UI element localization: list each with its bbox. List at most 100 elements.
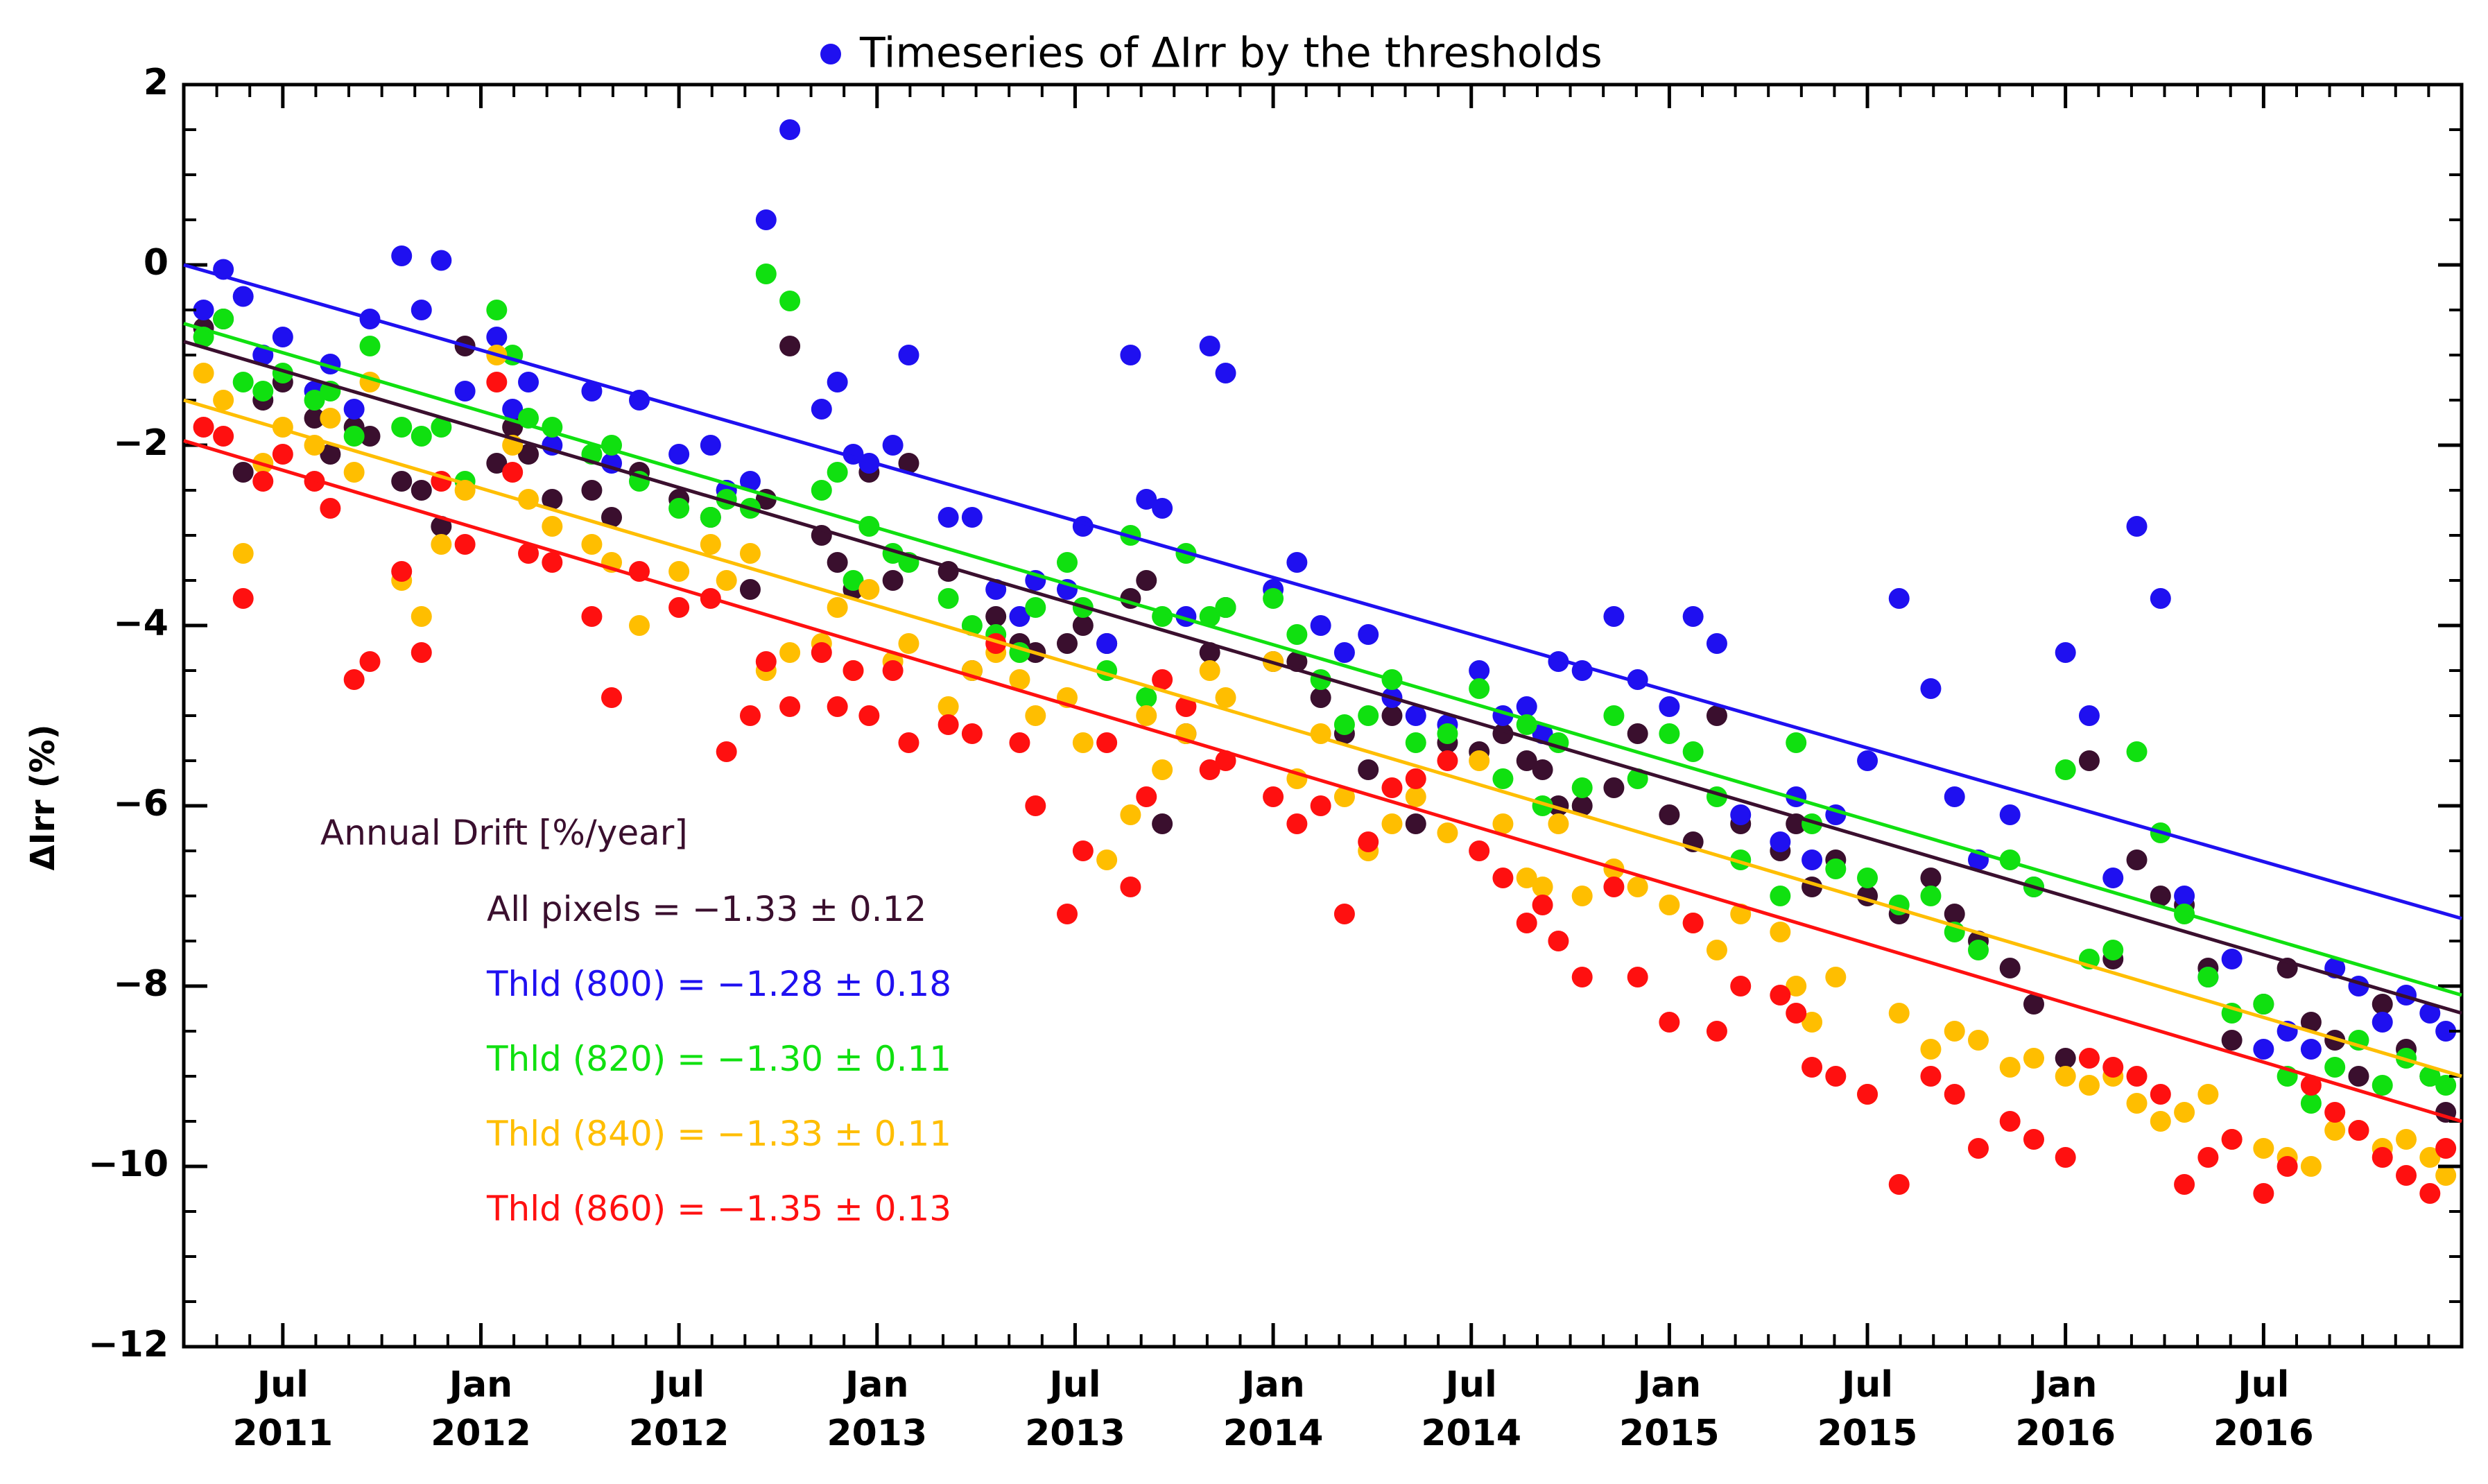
data-point-thld-800: [343, 399, 365, 420]
data-point-all-pixels: [359, 426, 381, 447]
data-point-thld-840: [827, 597, 848, 618]
data-point-thld-860: [542, 552, 563, 573]
data-point-thld-820: [2055, 759, 2076, 780]
data-point-thld-800: [2150, 588, 2171, 609]
data-point-thld-840: [1532, 877, 1553, 897]
x-tick-label-year: 2014: [1223, 1413, 1324, 1454]
data-point-thld-800: [2055, 642, 2076, 663]
x-tick-label-month: Jan: [843, 1364, 908, 1406]
data-point-thld-800: [2126, 516, 2148, 537]
data-point-all-pixels: [431, 516, 452, 537]
data-point-thld-820: [1571, 777, 1593, 798]
data-point-thld-800: [2102, 868, 2124, 888]
data-point-thld-860: [1152, 669, 1173, 690]
x-tick-label-month: Jul: [1840, 1364, 1893, 1406]
data-point-thld-860: [581, 606, 603, 627]
data-point-all-pixels: [391, 471, 413, 492]
data-point-thld-840: [1968, 1030, 1989, 1051]
data-point-thld-800: [1730, 804, 1752, 825]
data-point-thld-860: [359, 651, 381, 672]
data-point-thld-820: [1825, 859, 1847, 879]
data-point-thld-800: [1770, 831, 1791, 852]
data-point-thld-840: [2150, 1111, 2171, 1132]
data-point-thld-840: [1770, 922, 1791, 942]
data-point-thld-860: [1009, 732, 1030, 753]
data-point-thld-860: [232, 588, 254, 609]
data-point-thld-820: [1263, 588, 1284, 609]
data-point-thld-800: [2300, 1039, 2322, 1060]
data-point-thld-860: [1627, 967, 1648, 987]
fit-line-thld-800: [183, 263, 2462, 920]
data-point-thld-800: [898, 345, 919, 365]
data-point-thld-800: [1152, 498, 1173, 519]
data-point-thld-820: [1492, 768, 1514, 789]
data-point-all-pixels: [985, 606, 1007, 627]
data-point-thld-820: [938, 588, 959, 609]
data-point-thld-840: [700, 534, 721, 555]
data-point-thld-860: [2023, 1129, 2044, 1150]
data-point-thld-820: [1025, 597, 1046, 618]
data-point-thld-840: [898, 633, 919, 654]
data-point-thld-840: [2396, 1129, 2417, 1150]
data-point-thld-840: [2055, 1066, 2076, 1087]
data-point-thld-860: [1968, 1138, 1989, 1159]
data-point-thld-860: [1659, 1012, 1680, 1033]
data-point-thld-860: [1263, 786, 1284, 807]
data-point-thld-860: [2419, 1183, 2441, 1204]
data-point-thld-820: [2419, 1066, 2441, 1087]
data-point-thld-860: [1944, 1084, 1965, 1105]
data-point-thld-860: [1825, 1066, 1847, 1087]
data-point-thld-860: [1706, 1021, 1727, 1042]
data-point-thld-840: [2126, 1093, 2148, 1114]
data-point-thld-860: [2300, 1075, 2322, 1096]
data-point-thld-860: [2253, 1183, 2274, 1204]
legend-title: Annual Drift [%/year]: [320, 813, 688, 853]
data-point-all-pixels: [542, 489, 563, 510]
data-point-thld-840: [2023, 1048, 2044, 1069]
data-point-thld-840: [2197, 1084, 2219, 1105]
data-point-thld-840: [320, 408, 341, 429]
data-point-thld-860: [1571, 967, 1593, 987]
data-point-thld-840: [1706, 940, 1727, 960]
data-point-thld-800: [1120, 345, 1141, 365]
fit-line-thld-820: [183, 322, 2462, 997]
data-point-thld-840: [716, 570, 737, 591]
data-point-thld-860: [811, 642, 832, 663]
fit-line-thld-840: [183, 398, 2462, 1078]
data-point-thld-820: [304, 390, 325, 411]
data-point-all-pixels: [827, 552, 848, 573]
axes: 2 0 −2 −4 −6 −8 −10 −12 Jul 2011 Jan 2012 Jul 2012 Jan…: [88, 62, 2463, 1454]
data-point-thld-860: [1730, 976, 1752, 996]
title-marker: [820, 44, 841, 64]
data-point-all-pixels: [1057, 633, 1078, 654]
data-point-all-pixels: [1627, 723, 1648, 744]
data-point-thld-840: [2435, 1165, 2457, 1186]
data-point-thld-840: [1096, 849, 1118, 870]
data-point-thld-860: [898, 732, 919, 753]
data-point-thld-860: [320, 498, 341, 519]
data-point-thld-820: [1968, 940, 1989, 960]
data-point-all-pixels: [232, 462, 254, 483]
data-point-all-pixels: [1072, 615, 1094, 636]
data-point-thld-860: [843, 660, 864, 681]
x-tick-label-year: 2013: [827, 1413, 927, 1454]
data-point-thld-820: [1786, 732, 1807, 753]
data-point-thld-800: [454, 381, 476, 402]
data-point-thld-800: [411, 300, 432, 320]
data-point-thld-840: [1215, 687, 1236, 708]
data-point-thld-840: [343, 462, 365, 483]
data-point-thld-820: [1437, 723, 1458, 744]
data-point-thld-800: [1096, 633, 1118, 654]
data-point-thld-820: [1199, 606, 1220, 627]
data-point-thld-800: [2435, 1021, 2457, 1042]
data-point-thld-860: [716, 741, 737, 762]
data-point-thld-820: [1286, 624, 1308, 645]
data-point-thld-860: [1120, 877, 1141, 897]
data-point-all-pixels: [1405, 813, 1426, 834]
data-point-thld-820: [2253, 994, 2274, 1015]
data-point-thld-800: [1310, 615, 1331, 636]
data-point-thld-820: [1358, 705, 1379, 726]
data-point-thld-800: [1215, 363, 1236, 383]
data-point-thld-840: [668, 561, 690, 582]
data-point-thld-840: [1025, 705, 1046, 726]
